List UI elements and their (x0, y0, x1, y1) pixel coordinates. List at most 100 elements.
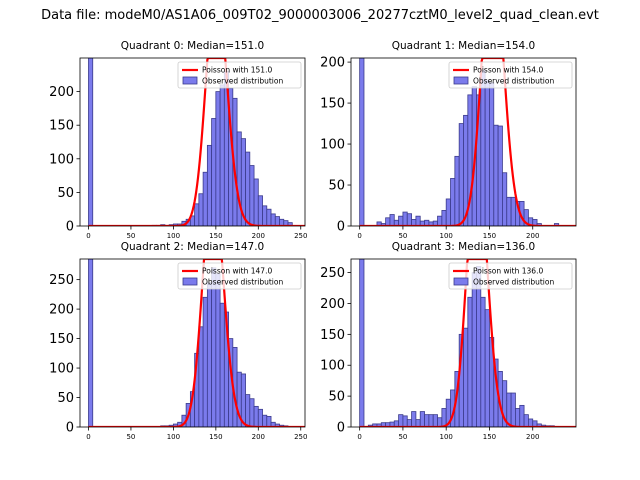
x-tick-label: 200 (252, 433, 265, 441)
axes-frame (350, 258, 577, 428)
histogram-bar (236, 131, 242, 226)
histogram-bar (249, 398, 255, 427)
y-tick-label: 150 (49, 119, 74, 134)
histogram-bar (402, 415, 408, 427)
x-tick-label: 0 (357, 232, 361, 240)
legend: Poisson with 151.0 Observed distribution (177, 61, 302, 89)
x-tick-label: 0 (86, 232, 90, 240)
histogram-bar (406, 213, 412, 226)
quadrant-panel-0: Quadrant 0: Median=151.0 0 50 100 150 200 0 50 1… (49, 40, 307, 240)
x-tick-label: 50 (126, 232, 135, 240)
y-tick-label: 150 (49, 332, 74, 347)
histogram-bar (211, 118, 217, 226)
histogram-bar (219, 302, 225, 427)
legend-label-observed: Observed distribution (473, 278, 554, 287)
histogram-bar (480, 69, 486, 226)
y-tick-label: 0 (337, 220, 345, 235)
histogram-bar (437, 417, 443, 427)
histogram-bar (266, 415, 272, 427)
bar-group (88, 58, 293, 226)
histogram-bar (402, 211, 408, 226)
poisson-curve (88, 58, 305, 226)
histogram-bar (88, 259, 94, 427)
x-tick-label: 50 (398, 433, 407, 441)
histogram-bar (450, 178, 456, 226)
histogram-bar (406, 419, 412, 427)
legend-label-poisson: Poisson with 147.0 (202, 267, 272, 276)
x-tick-label: 200 (526, 232, 539, 240)
y-tick-label: 100 (320, 138, 345, 153)
legend-label-observed: Observed distribution (202, 278, 283, 287)
x-tick-label: 100 (440, 232, 453, 240)
histogram-bar (437, 215, 443, 226)
legend-box (177, 61, 302, 89)
legend: Poisson with 154.0 Observed distribution (448, 61, 573, 89)
axes-frame (350, 57, 577, 227)
y-tick-label: 100 (49, 362, 74, 377)
x-tick-label: 50 (398, 232, 407, 240)
histogram-bar (270, 213, 276, 226)
x-tick-label: 150 (483, 433, 496, 441)
histogram-bar (194, 203, 200, 226)
legend-bar-swatch (453, 76, 469, 85)
legend-box (448, 262, 573, 290)
histogram-bar (523, 414, 529, 427)
histogram-bar (198, 193, 204, 226)
y-tick-label: 50 (57, 391, 74, 406)
histogram-bar (484, 309, 490, 427)
x-tick-label: 0 (86, 433, 90, 441)
panel-title: Quadrant 3: Median=136.0 (392, 241, 535, 253)
legend-bar-swatch (182, 76, 198, 85)
y-tick-label: 0 (66, 220, 74, 235)
histogram-bar (471, 272, 477, 427)
histogram-bar (385, 217, 391, 226)
legend: Poisson with 147.0 Observed distribution (177, 262, 302, 290)
histogram-bar (245, 151, 251, 226)
legend-label-observed: Observed distribution (473, 77, 554, 86)
legend-label-poisson: Poisson with 136.0 (473, 267, 543, 276)
legend-box (177, 262, 302, 290)
histogram-bar (489, 82, 495, 226)
histogram-bar (428, 414, 434, 427)
x-tick-label: 0 (357, 433, 361, 441)
histogram-bar (245, 394, 251, 427)
histogram-bar (359, 259, 365, 427)
y-tick-label: 250 (320, 266, 345, 281)
histogram-bar (274, 216, 280, 226)
legend: Poisson with 136.0 Observed distribution (448, 262, 573, 290)
y-tick-label: 200 (320, 56, 345, 71)
histogram-bar (415, 215, 421, 226)
quadrant-panel-2: Quadrant 2: Median=147.0 0 50 100 150 200 250 0… (49, 241, 307, 441)
histogram-bar (506, 196, 512, 226)
x-tick-label: 200 (252, 232, 265, 240)
histogram-bar (249, 165, 255, 226)
quadrant-panel-3: Quadrant 3: Median=136.0 0 50 100 150 200 250 0… (320, 241, 577, 441)
x-tick-label: 100 (167, 232, 180, 240)
histogram-bar (441, 408, 447, 427)
x-tick-label: 100 (440, 433, 453, 441)
histogram-bar (510, 392, 516, 427)
histogram-bar (445, 198, 451, 226)
legend-bar-swatch (453, 277, 469, 286)
histogram-bar (502, 172, 508, 226)
histogram-bar (484, 79, 490, 226)
x-tick-label: 250 (294, 232, 307, 240)
histogram-bar (424, 414, 430, 427)
legend-bar-swatch (182, 277, 198, 286)
histogram-bar (211, 267, 217, 427)
histogram-bar (476, 266, 482, 427)
histogram-bar (519, 404, 525, 427)
y-tick-label: 50 (328, 390, 345, 405)
histogram-bar (432, 414, 438, 427)
histogram-bar (389, 214, 395, 226)
histogram-bar (398, 414, 404, 427)
panel-title: Quadrant 0: Median=151.0 (121, 40, 264, 52)
histogram-bar (458, 123, 464, 226)
poisson-curve (88, 259, 305, 427)
y-tick-label: 200 (49, 85, 74, 100)
figure-suptitle: Data file: modeM0/AS1A06_009T02_90000030… (41, 8, 599, 23)
histogram-bar (454, 155, 460, 226)
x-tick-label: 50 (126, 433, 135, 441)
y-tick-label: 150 (320, 97, 345, 112)
